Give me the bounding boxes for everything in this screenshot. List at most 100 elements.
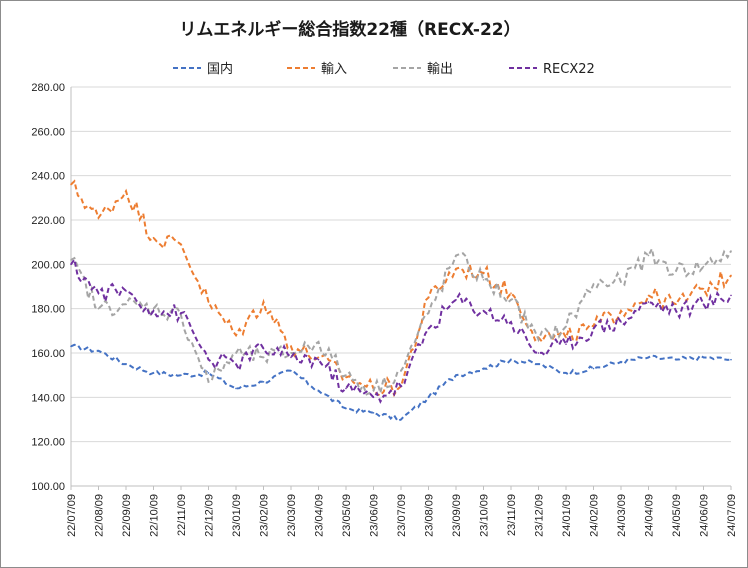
data-point — [345, 376, 347, 379]
data-point — [97, 216, 100, 219]
data-point — [70, 263, 72, 266]
x-tick-label: 24/01/09 — [561, 494, 573, 537]
data-point — [482, 367, 485, 370]
legend-label: 輸出 — [427, 62, 453, 77]
x-axis-ticks: 22/07/09 22/08/09 22/09/09 22/10/09 22/11/09… — [66, 486, 738, 537]
data-point — [207, 381, 210, 383]
data-point — [262, 301, 265, 303]
data-point — [125, 290, 127, 292]
data-point — [730, 274, 732, 277]
data-point — [565, 336, 567, 339]
data-point — [180, 312, 182, 314]
data-point — [235, 363, 237, 365]
data-point — [372, 396, 375, 399]
x-tick-label: 24/04/09 — [644, 494, 656, 537]
data-point — [235, 387, 237, 390]
y-tick-label: 100.00 — [31, 481, 65, 493]
data-point — [455, 374, 457, 376]
series-line-3 — [70, 257, 732, 404]
x-tick-label: 24/07/09 — [726, 494, 738, 537]
data-point — [400, 385, 402, 388]
y-tick-label: 280.00 — [31, 82, 65, 94]
data-point — [97, 292, 100, 294]
data-point — [290, 352, 292, 354]
data-point — [345, 407, 347, 410]
data-point — [730, 358, 732, 361]
data-point — [702, 287, 705, 290]
data-point — [235, 352, 237, 354]
x-tick-label: 23/10/09 — [479, 494, 491, 537]
data-point — [152, 307, 155, 310]
data-point — [482, 272, 485, 275]
x-tick-label: 23/02/09 — [259, 494, 271, 537]
data-point — [565, 372, 567, 374]
x-tick-label: 23/11/09 — [506, 494, 518, 536]
gridlines — [71, 86, 731, 487]
x-tick-label: 23/04/09 — [314, 494, 326, 537]
data-point — [180, 374, 182, 376]
series-lines — [70, 179, 732, 423]
data-point — [262, 381, 265, 383]
data-point — [565, 325, 567, 328]
data-point — [702, 356, 705, 359]
data-point — [152, 310, 155, 312]
legend: 国内 輸入 輸出 RECX22 — [173, 61, 595, 77]
x-tick-label: 24/05/09 — [671, 494, 683, 537]
x-tick-label: 22/07/09 — [66, 494, 78, 537]
data-point — [427, 296, 430, 299]
data-point — [647, 254, 650, 257]
data-point — [675, 270, 677, 272]
data-point — [400, 418, 402, 421]
x-tick-label: 23/03/09 — [286, 494, 298, 537]
x-tick-label: 23/12/09 — [534, 494, 546, 537]
data-point — [372, 412, 375, 414]
axes — [70, 87, 731, 487]
series-line-1 — [70, 179, 732, 398]
data-point — [510, 321, 512, 323]
data-point — [97, 307, 100, 310]
data-point — [97, 349, 100, 352]
data-point — [400, 369, 402, 372]
data-point — [317, 356, 320, 359]
y-axis-ticks: 100.00 120.00 140.00 160.00 180.00 200.00 220.… — [31, 82, 65, 493]
x-tick-label: 24/02/09 — [589, 494, 601, 537]
data-point — [647, 356, 650, 359]
x-tick-label: 22/10/09 — [149, 494, 161, 537]
data-point — [455, 267, 457, 270]
data-point — [152, 372, 155, 374]
data-point — [455, 254, 457, 257]
y-tick-label: 140.00 — [31, 392, 65, 404]
data-point — [510, 292, 512, 294]
data-point — [372, 389, 375, 392]
y-tick-label: 180.00 — [31, 304, 65, 316]
y-tick-label: 160.00 — [31, 348, 65, 360]
legend-label: 輸入 — [321, 62, 347, 77]
data-point — [317, 341, 320, 343]
data-point — [620, 281, 622, 283]
data-point — [482, 279, 485, 281]
data-point — [675, 310, 677, 312]
data-point — [620, 310, 622, 312]
data-point — [565, 343, 567, 345]
data-point — [592, 327, 595, 330]
data-point — [70, 259, 72, 261]
data-point — [70, 183, 72, 186]
data-point — [262, 347, 265, 350]
x-tick-label: 23/08/09 — [424, 494, 436, 537]
x-tick-label: 22/09/09 — [121, 494, 133, 537]
x-tick-label: 23/07/09 — [396, 494, 408, 537]
data-point — [510, 358, 512, 361]
data-point — [592, 367, 595, 370]
data-point — [317, 389, 320, 392]
data-point — [647, 301, 650, 303]
data-point — [730, 294, 732, 297]
data-point — [702, 265, 705, 268]
y-tick-label: 200.00 — [31, 259, 65, 271]
data-point — [345, 387, 347, 390]
data-point — [180, 314, 182, 317]
data-point — [647, 294, 650, 297]
x-tick-label: 23/09/09 — [451, 494, 463, 537]
data-point — [207, 301, 210, 303]
x-tick-label: 24/03/09 — [616, 494, 628, 537]
